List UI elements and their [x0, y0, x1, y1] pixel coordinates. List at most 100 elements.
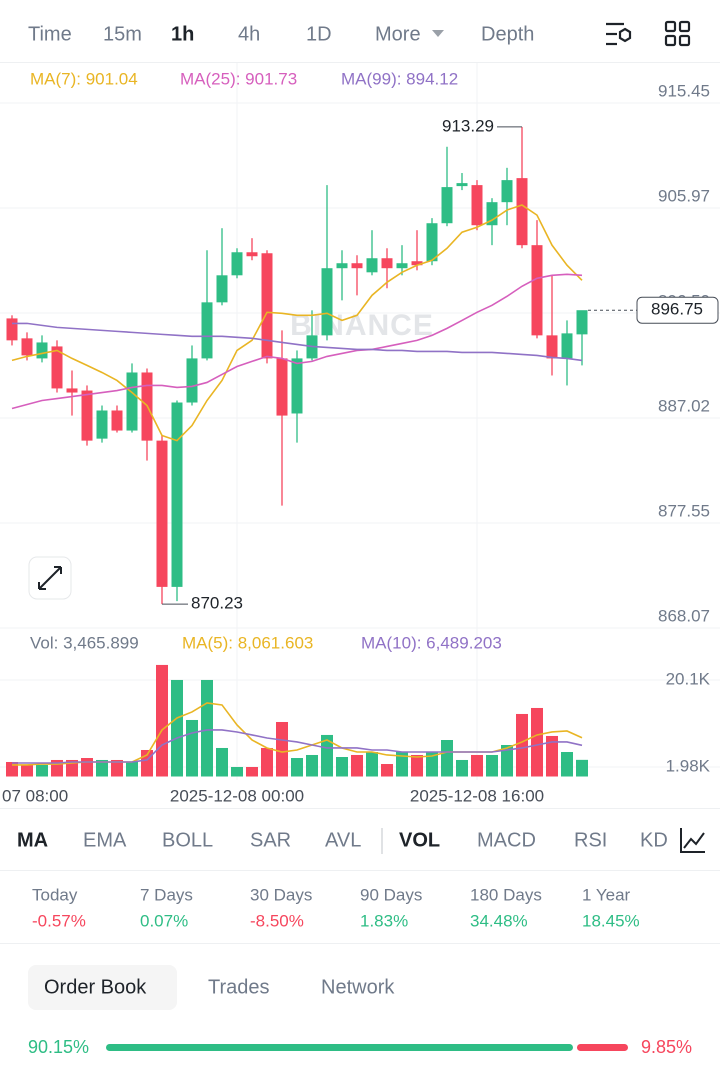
volume-bar [36, 764, 48, 777]
timeframe-tab[interactable]: More [375, 23, 421, 45]
sell-ratio-label: 9.85% [641, 1037, 692, 1057]
candle-body [336, 263, 348, 269]
performance-value: 1.83% [360, 911, 408, 930]
indicator-tab[interactable]: RSI [574, 829, 607, 851]
time-axis-label: 07 08:00 [2, 786, 68, 805]
candle-body [366, 258, 378, 273]
candle-body [261, 253, 273, 359]
price-axis-label: 905.97 [658, 187, 710, 206]
volume-legend: MA(5): 8,061.603 [182, 633, 313, 652]
timeframe-tab[interactable]: 15m [103, 23, 142, 45]
volume-bar [276, 721, 288, 777]
indicator-settings-icon[interactable] [680, 828, 705, 853]
dropdown-arrow [432, 30, 444, 37]
volume-bar [471, 754, 483, 777]
candle-body [231, 252, 243, 276]
volume-bar [381, 764, 393, 777]
candle-body [201, 302, 213, 359]
candle-body [546, 335, 558, 359]
volume-axis-label: 1.98K [666, 756, 711, 775]
volume-bar [321, 734, 333, 777]
indicator-tab[interactable]: MACD [477, 829, 536, 851]
timeframe-tab[interactable]: 1D [306, 23, 332, 45]
order-tab[interactable]: Network [321, 976, 395, 998]
candle-body [411, 261, 423, 266]
buy-ratio-bar [106, 1044, 573, 1051]
volume-bar [426, 752, 438, 777]
expand-button[interactable] [28, 556, 72, 600]
candle-body [516, 178, 528, 246]
performance-label: 180 Days [470, 885, 542, 904]
timeframe-tab[interactable]: 4h [238, 23, 260, 45]
volume-bar [486, 754, 498, 777]
last-price-box [636, 296, 719, 324]
volume-bar [456, 759, 468, 777]
time-axis-label: 2025-12-08 16:00 [410, 786, 544, 805]
candle-body [456, 183, 468, 187]
volume-bar [516, 713, 528, 777]
volume-bar [291, 758, 303, 777]
candle-body [126, 372, 138, 431]
volume-bar [66, 759, 78, 777]
candle-body [381, 258, 393, 269]
volume-bar [561, 752, 573, 777]
indicator-tab[interactable]: SAR [250, 829, 291, 851]
volume-legend: MA(10): 6,489.203 [361, 633, 502, 652]
timeframe-tab[interactable]: 1h [171, 23, 194, 45]
indicator-tab[interactable]: BOLL [162, 829, 213, 851]
performance-value: 18.45% [582, 911, 640, 930]
timeframe-tab[interactable]: Depth [481, 23, 534, 45]
volume-legend: Vol: 3,465.899 [30, 633, 139, 652]
indicator-tab[interactable]: KD [640, 829, 668, 851]
candle-body [66, 388, 78, 393]
time-axis-label: 2025-12-08 00:00 [170, 786, 304, 805]
low-label: 870.23 [191, 594, 243, 613]
candle-body [426, 223, 438, 262]
indicator-tab[interactable]: AVL [325, 829, 361, 851]
candle-body [216, 275, 228, 303]
volume-bar [531, 707, 543, 777]
performance-label: 7 Days [140, 885, 193, 904]
volume-bar [441, 740, 453, 777]
volume-bar [366, 752, 378, 777]
high-label: 913.29 [442, 116, 494, 135]
volume-bar [306, 754, 318, 777]
volume-bar [96, 759, 108, 777]
candle-body [321, 268, 333, 336]
candle-body [396, 263, 408, 269]
ma-line [11, 204, 583, 442]
volume-bar [546, 735, 558, 777]
performance-value: 34.48% [470, 911, 528, 930]
candle-body [291, 358, 303, 414]
performance-label: Today [32, 885, 78, 904]
order-tab[interactable]: Order Book [44, 976, 147, 998]
volume-bar [156, 664, 168, 777]
volume-bar [231, 766, 243, 777]
candle-body [186, 358, 198, 403]
price-axis-label: 868.07 [658, 606, 710, 625]
performance-label: 1 Year [582, 885, 631, 904]
chart-settings-icon[interactable] [606, 22, 632, 46]
volume-bar [501, 744, 513, 777]
volume-bar [186, 719, 198, 777]
price-axis-label: 915.45 [658, 81, 710, 100]
performance-label: 90 Days [360, 885, 422, 904]
order-tab[interactable]: Trades [208, 976, 270, 998]
candle-body [111, 410, 123, 431]
candle-body [501, 180, 513, 203]
indicator-tab[interactable]: MA [17, 829, 48, 851]
indicator-tab[interactable]: EMA [83, 829, 127, 851]
performance-value: -8.50% [250, 911, 304, 930]
volume-bar [216, 747, 228, 777]
indicator-tab[interactable]: VOL [399, 829, 440, 851]
volume-bar [396, 752, 408, 777]
timeframe-tab[interactable]: Time [28, 23, 72, 45]
candle-body [246, 252, 258, 257]
ma-line [12, 322, 583, 362]
candle-body [156, 440, 168, 587]
last-price-label: 896.75 [651, 300, 703, 319]
layout-icon[interactable] [664, 20, 691, 47]
candle-body [36, 342, 48, 359]
